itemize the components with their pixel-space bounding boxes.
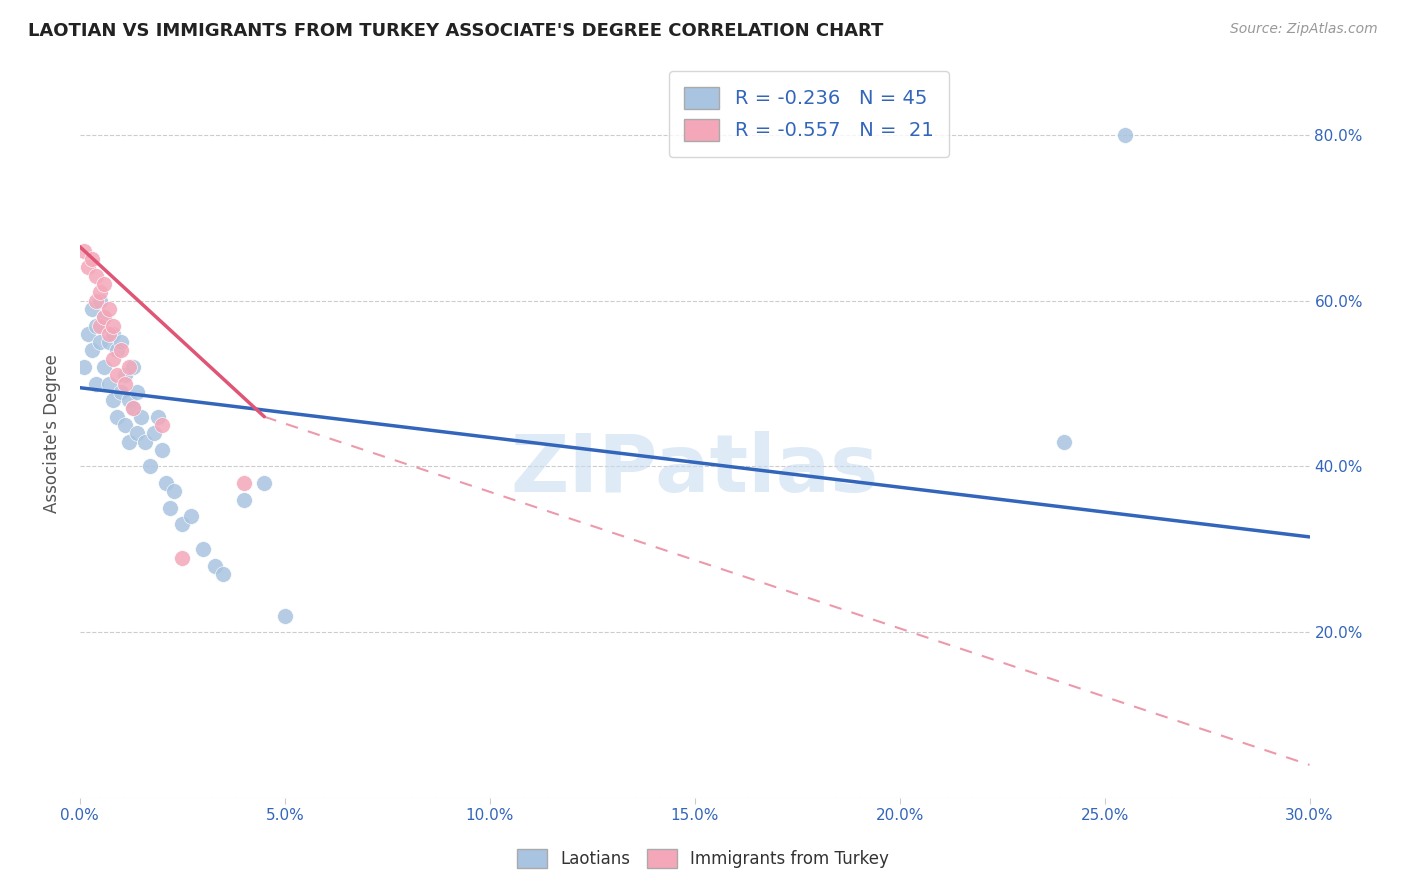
Point bbox=[191, 542, 214, 557]
Point bbox=[110, 384, 132, 399]
Point bbox=[142, 426, 165, 441]
Point bbox=[84, 376, 107, 391]
Point bbox=[232, 476, 254, 491]
Point bbox=[1052, 434, 1074, 449]
Point bbox=[97, 326, 120, 341]
Point bbox=[118, 393, 141, 408]
Point bbox=[97, 335, 120, 350]
Point bbox=[131, 409, 153, 424]
Point bbox=[114, 417, 136, 432]
Text: LAOTIAN VS IMMIGRANTS FROM TURKEY ASSOCIATE'S DEGREE CORRELATION CHART: LAOTIAN VS IMMIGRANTS FROM TURKEY ASSOCI… bbox=[28, 22, 883, 40]
Point bbox=[101, 393, 124, 408]
Point bbox=[127, 384, 149, 399]
Point bbox=[155, 476, 177, 491]
Point bbox=[122, 401, 145, 416]
Point bbox=[134, 434, 156, 449]
Point bbox=[172, 517, 194, 532]
Point bbox=[82, 343, 104, 358]
Point bbox=[93, 310, 115, 325]
Point bbox=[159, 500, 181, 515]
Point bbox=[89, 285, 111, 300]
Point bbox=[105, 368, 128, 383]
Point bbox=[97, 376, 120, 391]
Point bbox=[204, 558, 226, 573]
Point bbox=[118, 434, 141, 449]
Point bbox=[150, 442, 173, 457]
Point bbox=[82, 252, 104, 267]
Point bbox=[101, 318, 124, 333]
Point bbox=[180, 509, 202, 524]
Point bbox=[97, 301, 120, 316]
Point bbox=[232, 492, 254, 507]
Point bbox=[84, 318, 107, 333]
Point bbox=[73, 359, 96, 374]
Point bbox=[127, 426, 149, 441]
Point bbox=[82, 301, 104, 316]
Text: Source: ZipAtlas.com: Source: ZipAtlas.com bbox=[1230, 22, 1378, 37]
Point bbox=[105, 343, 128, 358]
Point bbox=[110, 343, 132, 358]
Point bbox=[172, 550, 194, 565]
Point bbox=[105, 409, 128, 424]
Point bbox=[89, 293, 111, 308]
Point bbox=[138, 459, 160, 474]
Point bbox=[84, 268, 107, 283]
Point bbox=[89, 318, 111, 333]
Point bbox=[93, 277, 115, 291]
Legend: Laotians, Immigrants from Turkey: Laotians, Immigrants from Turkey bbox=[510, 842, 896, 875]
Point bbox=[146, 409, 169, 424]
Point bbox=[93, 359, 115, 374]
Point bbox=[122, 401, 145, 416]
Point bbox=[122, 359, 145, 374]
Text: ZIPatlas: ZIPatlas bbox=[510, 431, 879, 508]
Y-axis label: Associate's Degree: Associate's Degree bbox=[44, 354, 60, 513]
Point bbox=[101, 326, 124, 341]
Legend: R = -0.236   N = 45, R = -0.557   N =  21: R = -0.236 N = 45, R = -0.557 N = 21 bbox=[669, 71, 949, 157]
Point bbox=[114, 376, 136, 391]
Point bbox=[1114, 128, 1136, 142]
Point bbox=[77, 260, 100, 275]
Point bbox=[110, 335, 132, 350]
Point bbox=[101, 351, 124, 366]
Point bbox=[89, 335, 111, 350]
Point bbox=[93, 310, 115, 325]
Point bbox=[84, 293, 107, 308]
Point bbox=[253, 476, 276, 491]
Point bbox=[150, 417, 173, 432]
Point bbox=[212, 567, 235, 582]
Point bbox=[118, 359, 141, 374]
Point bbox=[73, 244, 96, 258]
Point bbox=[114, 368, 136, 383]
Point bbox=[77, 326, 100, 341]
Point bbox=[274, 608, 297, 623]
Point bbox=[163, 484, 186, 499]
